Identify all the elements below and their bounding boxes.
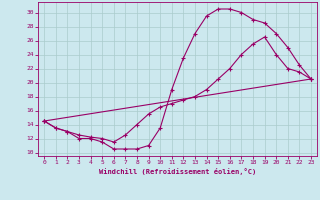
X-axis label: Windchill (Refroidissement éolien,°C): Windchill (Refroidissement éolien,°C) <box>99 168 256 175</box>
